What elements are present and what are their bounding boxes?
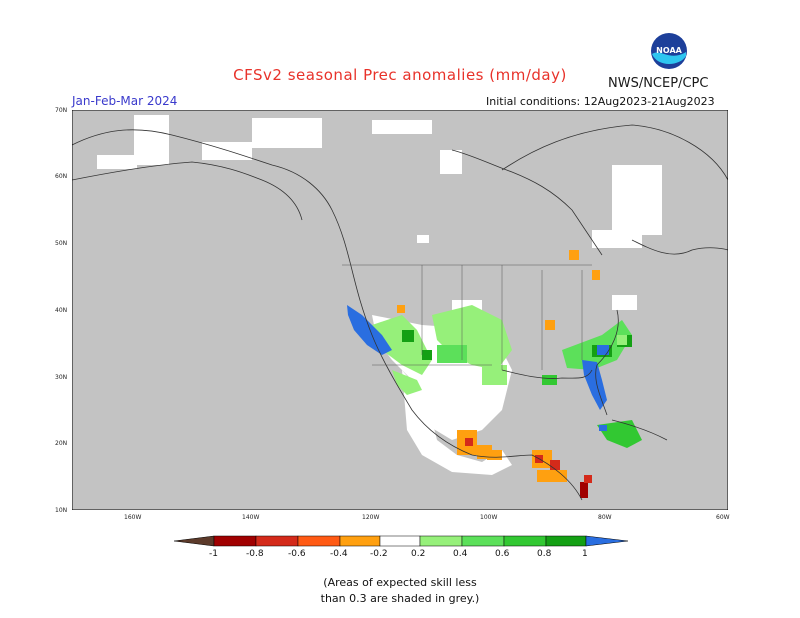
lon-label-60w: 60W bbox=[716, 514, 730, 521]
lat-label-10n: 10N bbox=[55, 507, 68, 514]
lon-label-80w: 80W bbox=[598, 514, 612, 521]
lat-label-60n: 60N bbox=[55, 173, 68, 180]
colorbar-label: 1 bbox=[582, 549, 588, 559]
colorbar-label: 0.4 bbox=[453, 549, 468, 559]
lon-label-160w: 160W bbox=[124, 514, 142, 521]
lat-label-20n: 20N bbox=[55, 440, 68, 447]
lon-label-120w: 120W bbox=[362, 514, 380, 521]
lat-label-30n: 30N bbox=[55, 374, 68, 381]
footnote-line-1: (Areas of expected skill less bbox=[323, 576, 477, 589]
coastlines bbox=[72, 124, 728, 501]
logo-text: NOAA bbox=[656, 46, 682, 55]
colorbar-label: -0.2 bbox=[370, 549, 388, 559]
season-label: Jan-Feb-Mar 2024 bbox=[72, 94, 178, 108]
colorbar-label: -0.6 bbox=[288, 549, 306, 559]
colorbar-label: -0.8 bbox=[246, 549, 264, 559]
forecast-map bbox=[72, 110, 728, 510]
agency-label: NWS/NCEP/CPC bbox=[608, 76, 709, 91]
colorbar-label: -1 bbox=[209, 549, 218, 559]
no-anomaly-patches bbox=[97, 115, 662, 475]
noaa-logo: NOAA bbox=[650, 32, 688, 70]
colorbar bbox=[174, 535, 628, 547]
map-title: CFSv2 seasonal Prec anomalies (mm/day) bbox=[233, 66, 567, 84]
colorbar-label: 0.2 bbox=[411, 549, 426, 559]
footnote-line-2: than 0.3 are shaded in grey.) bbox=[320, 592, 480, 605]
colorbar-label: 0.6 bbox=[495, 549, 510, 559]
skill-footnote: (Areas of expected skill less than 0.3 a… bbox=[0, 575, 800, 607]
lat-label-70n: 70N bbox=[55, 107, 68, 114]
colorbar-label: 0.8 bbox=[537, 549, 552, 559]
negative-anomaly-areas bbox=[397, 250, 600, 498]
colorbar-label: -0.4 bbox=[330, 549, 348, 559]
lat-label-40n: 40N bbox=[55, 307, 68, 314]
lon-label-100w: 100W bbox=[480, 514, 498, 521]
lat-label-50n: 50N bbox=[55, 240, 68, 247]
initial-conditions: Initial conditions: 12Aug2023-21Aug2023 bbox=[486, 95, 715, 108]
lon-label-140w: 140W bbox=[242, 514, 260, 521]
political-borders bbox=[342, 264, 592, 370]
